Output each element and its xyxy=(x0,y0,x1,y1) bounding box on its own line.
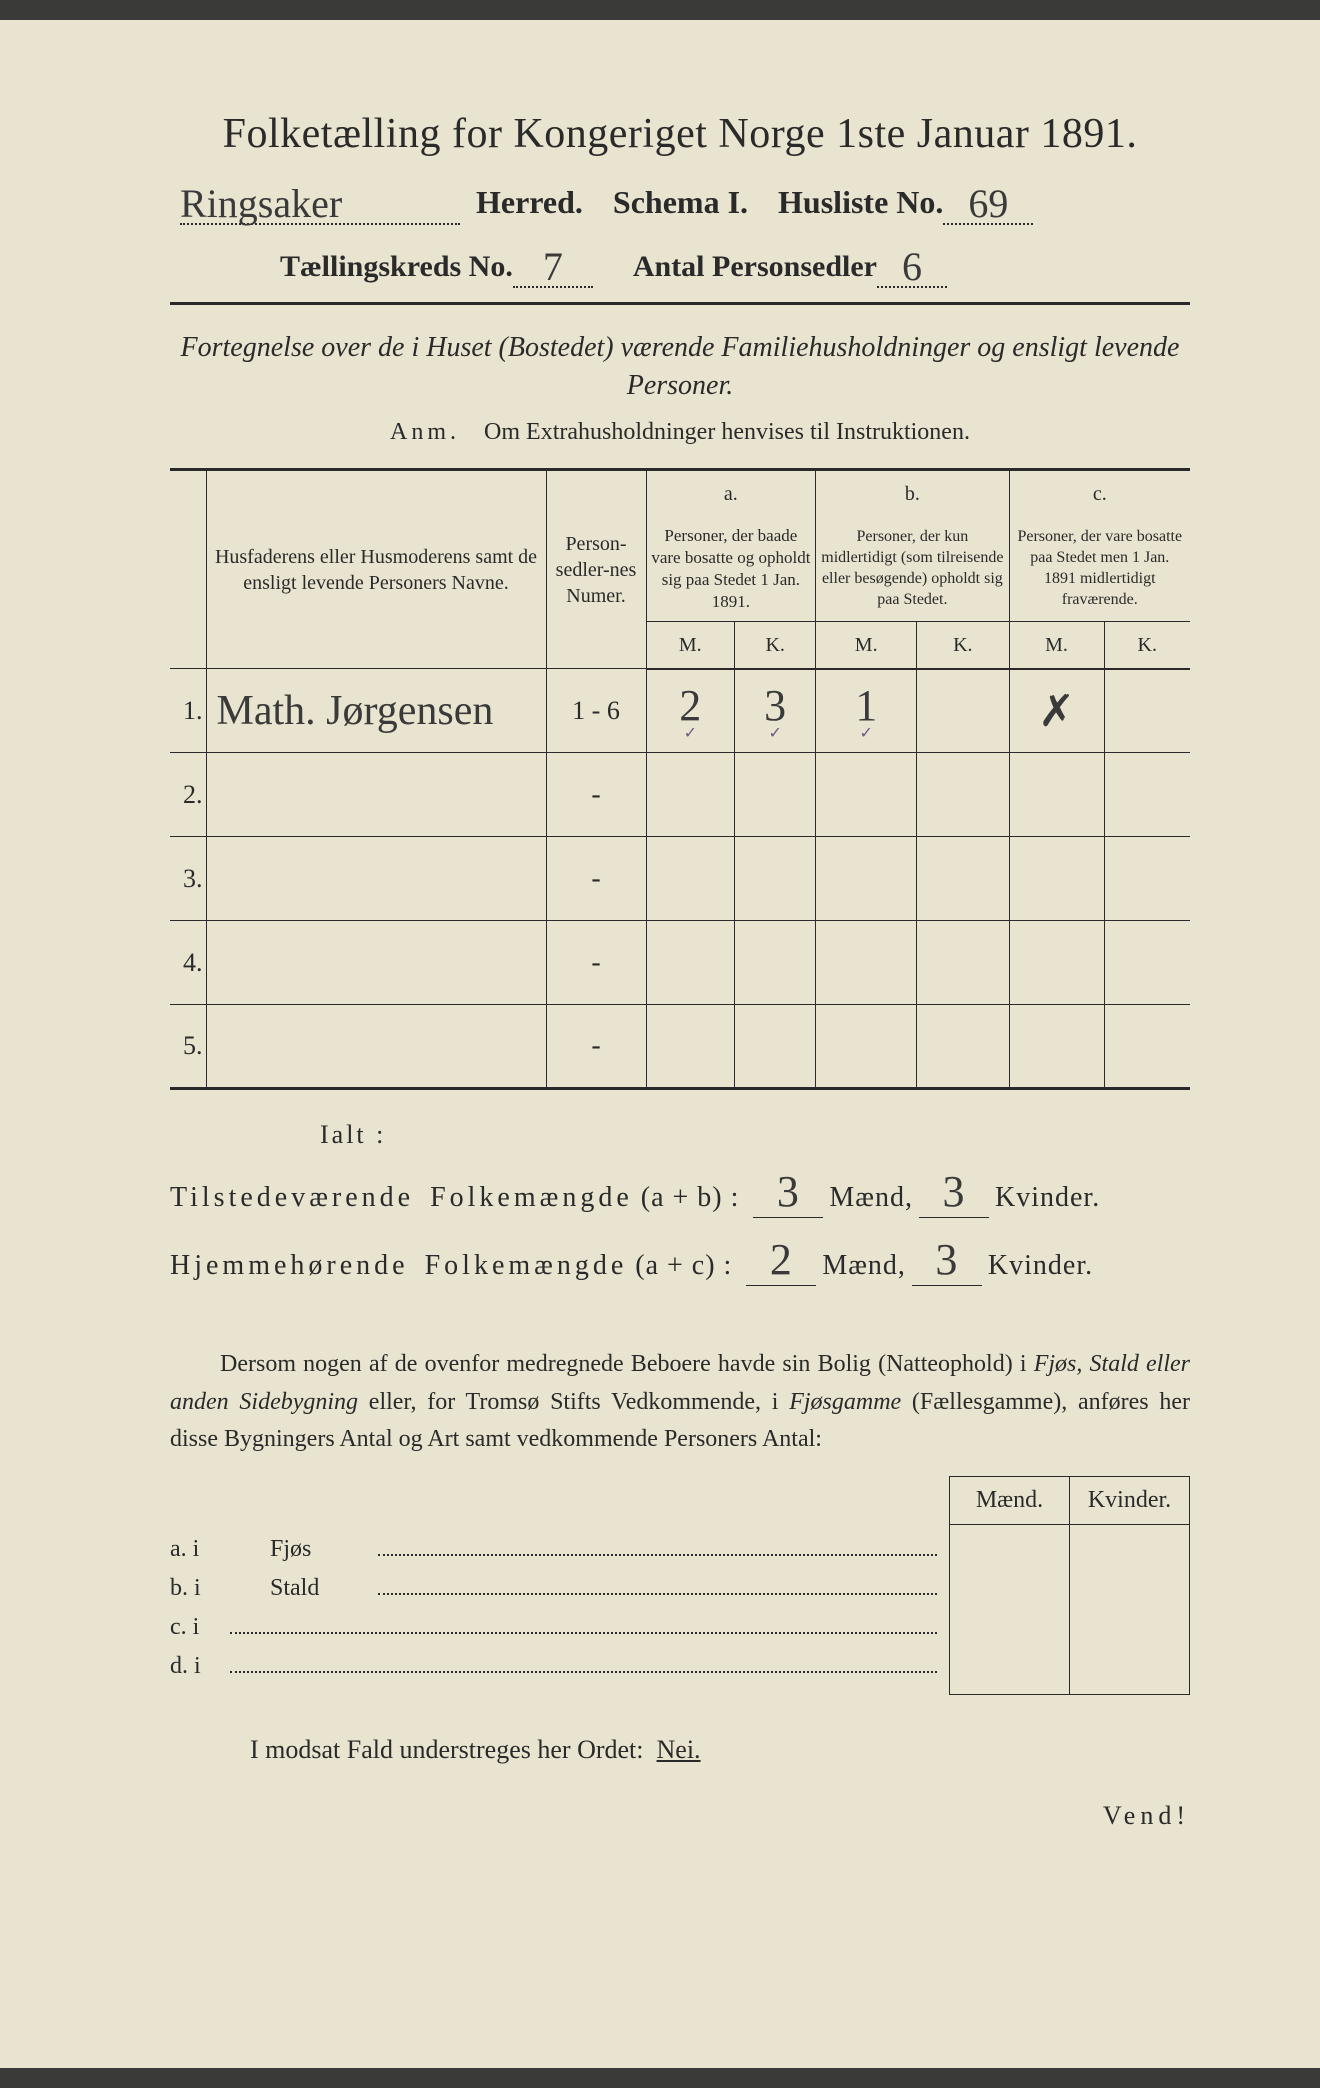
bottom-row: b. i Stald xyxy=(170,1575,937,1602)
antal-no: 6 xyxy=(902,244,922,289)
anm-line: Anm. Om Extrahusholdninger henvises til … xyxy=(170,419,1190,446)
husliste-label: Husliste No. xyxy=(778,184,943,221)
bottom-row: c. i xyxy=(170,1614,937,1641)
table-row: 5. - xyxy=(170,1005,1190,1089)
schema-label: Schema I. xyxy=(613,184,748,221)
herred-handwritten: Ringsaker xyxy=(180,181,342,226)
col-sedler-text: Person-sedler-nes Numer. xyxy=(556,533,637,607)
husliste-no: 69 xyxy=(968,181,1008,226)
col-a-text: Personer, der baade vare bosatte og opho… xyxy=(646,517,816,622)
row-sedler: 1 - 6 xyxy=(572,696,620,725)
col-c-label: c. xyxy=(1009,469,1190,517)
col-a-k: K. xyxy=(735,621,816,669)
ialt-label: Ialt : xyxy=(320,1120,1190,1150)
header-line-2: Tællingskreds No. 7 Antal Personsedler 6 xyxy=(170,239,1190,288)
total-paren-1: (a + b) : xyxy=(641,1182,740,1214)
vend-label: Vend! xyxy=(170,1801,1190,1831)
table-row: 4. - xyxy=(170,921,1190,1005)
mk-small-table: Mænd. Kvinder. xyxy=(949,1476,1190,1695)
row-name: Math. Jørgensen xyxy=(217,688,494,734)
total-m-2: 2 xyxy=(770,1235,793,1284)
antal-label: Antal Personsedler xyxy=(633,250,877,284)
herred-label: Herred. xyxy=(476,184,583,221)
total-paren-2: (a + c) : xyxy=(635,1250,732,1282)
total-k-2: 3 xyxy=(935,1235,958,1284)
tkreds-no: 7 xyxy=(543,244,563,289)
kvinder-label: Kvinder. xyxy=(988,1250,1093,1282)
row-sedler: - xyxy=(591,863,600,894)
table-row: 1. Math. Jørgensen 1 - 6 2✓ 3✓ 1✓ ✗ xyxy=(170,669,1190,753)
bottom-label: Fjøs xyxy=(270,1536,370,1563)
bottom-prefix: b. i xyxy=(170,1575,230,1602)
col-c-m: M. xyxy=(1009,621,1104,669)
header-line-1: Ringsaker Herred. Schema I. Husliste No.… xyxy=(170,176,1190,225)
col-c-k: K. xyxy=(1104,621,1190,669)
maend-label: Mænd, xyxy=(829,1182,913,1214)
page-title: Folketælling for Kongeriget Norge 1ste J… xyxy=(170,110,1190,158)
row-num: 1. xyxy=(170,669,206,753)
cell-cm: ✗ xyxy=(1038,687,1075,736)
explainer-paragraph: Dersom nogen af de ovenfor medregnede Be… xyxy=(170,1346,1190,1458)
total-m-1: 3 xyxy=(777,1167,800,1216)
col-c-text: Personer, der vare bosatte paa Stedet me… xyxy=(1009,517,1190,622)
census-form-page: Folketælling for Kongeriget Norge 1ste J… xyxy=(0,20,1320,2068)
total-k-1: 3 xyxy=(942,1167,965,1216)
row-sedler: - xyxy=(591,947,600,978)
col-b-text: Personer, der kun midlertidigt (som tilr… xyxy=(816,517,1009,622)
kvinder-label: Kvinder. xyxy=(995,1182,1100,1214)
row-num: 4. xyxy=(170,921,206,1005)
subtitle: Fortegnelse over de i Huset (Bostedet) v… xyxy=(170,329,1190,405)
col-name-text: Husfaderens eller Husmoderens samt de en… xyxy=(215,546,537,594)
anm-text: Om Extrahusholdninger henvises til Instr… xyxy=(484,419,970,445)
bottom-prefix: c. i xyxy=(170,1614,230,1641)
row-num: 2. xyxy=(170,753,206,837)
col-b-k: K. xyxy=(917,621,1009,669)
row-sedler: - xyxy=(591,1030,600,1061)
col-a-m: M. xyxy=(646,621,735,669)
total-present: Tilstedeværende Folkemængde (a + b) : 3 … xyxy=(170,1166,1190,1218)
anm-label: Anm. xyxy=(390,419,460,445)
tkreds-label: Tællingskreds No. xyxy=(280,250,513,284)
col-sedler: Person-sedler-nes Numer. xyxy=(546,469,646,669)
divider xyxy=(170,302,1190,305)
bottom-section: a. i Fjøs b. i Stald c. i d. i Mænd. K xyxy=(170,1476,1190,1695)
bottom-row: d. i xyxy=(170,1653,937,1680)
modsat-text: I modsat Fald understreges her Ordet: xyxy=(250,1735,644,1764)
table-row: 2. - xyxy=(170,753,1190,837)
bottom-row: a. i Fjøs xyxy=(170,1536,937,1563)
col-name: Husfaderens eller Husmoderens samt de en… xyxy=(206,469,546,669)
col-a-label: a. xyxy=(646,469,816,517)
total-resident-label: Hjemmehørende xyxy=(170,1250,409,1282)
total-mid: Folkemængde xyxy=(425,1250,628,1282)
nei-word: Nei. xyxy=(657,1735,701,1764)
col-b-m: M. xyxy=(816,621,917,669)
total-resident: Hjemmehørende Folkemængde (a + c) : 2 Mæ… xyxy=(170,1234,1190,1286)
bottom-label: Stald xyxy=(270,1575,370,1602)
mk-kvinder: Kvinder. xyxy=(1070,1477,1190,1525)
col-b-label: b. xyxy=(816,469,1009,517)
total-present-label: Tilstedeværende xyxy=(170,1182,414,1214)
total-mid: Folkemængde xyxy=(430,1182,633,1214)
row-sedler: - xyxy=(591,779,600,810)
table-row: 3. - xyxy=(170,837,1190,921)
bottom-prefix: d. i xyxy=(170,1653,230,1680)
modsat-line: I modsat Fald understreges her Ordet: Ne… xyxy=(170,1735,1190,1765)
mk-maend: Mænd. xyxy=(950,1477,1070,1525)
row-num: 5. xyxy=(170,1005,206,1089)
bottom-prefix: a. i xyxy=(170,1536,230,1563)
maend-label: Mænd, xyxy=(822,1250,906,1282)
row-num: 3. xyxy=(170,837,206,921)
main-table: Husfaderens eller Husmoderens samt de en… xyxy=(170,468,1190,1091)
